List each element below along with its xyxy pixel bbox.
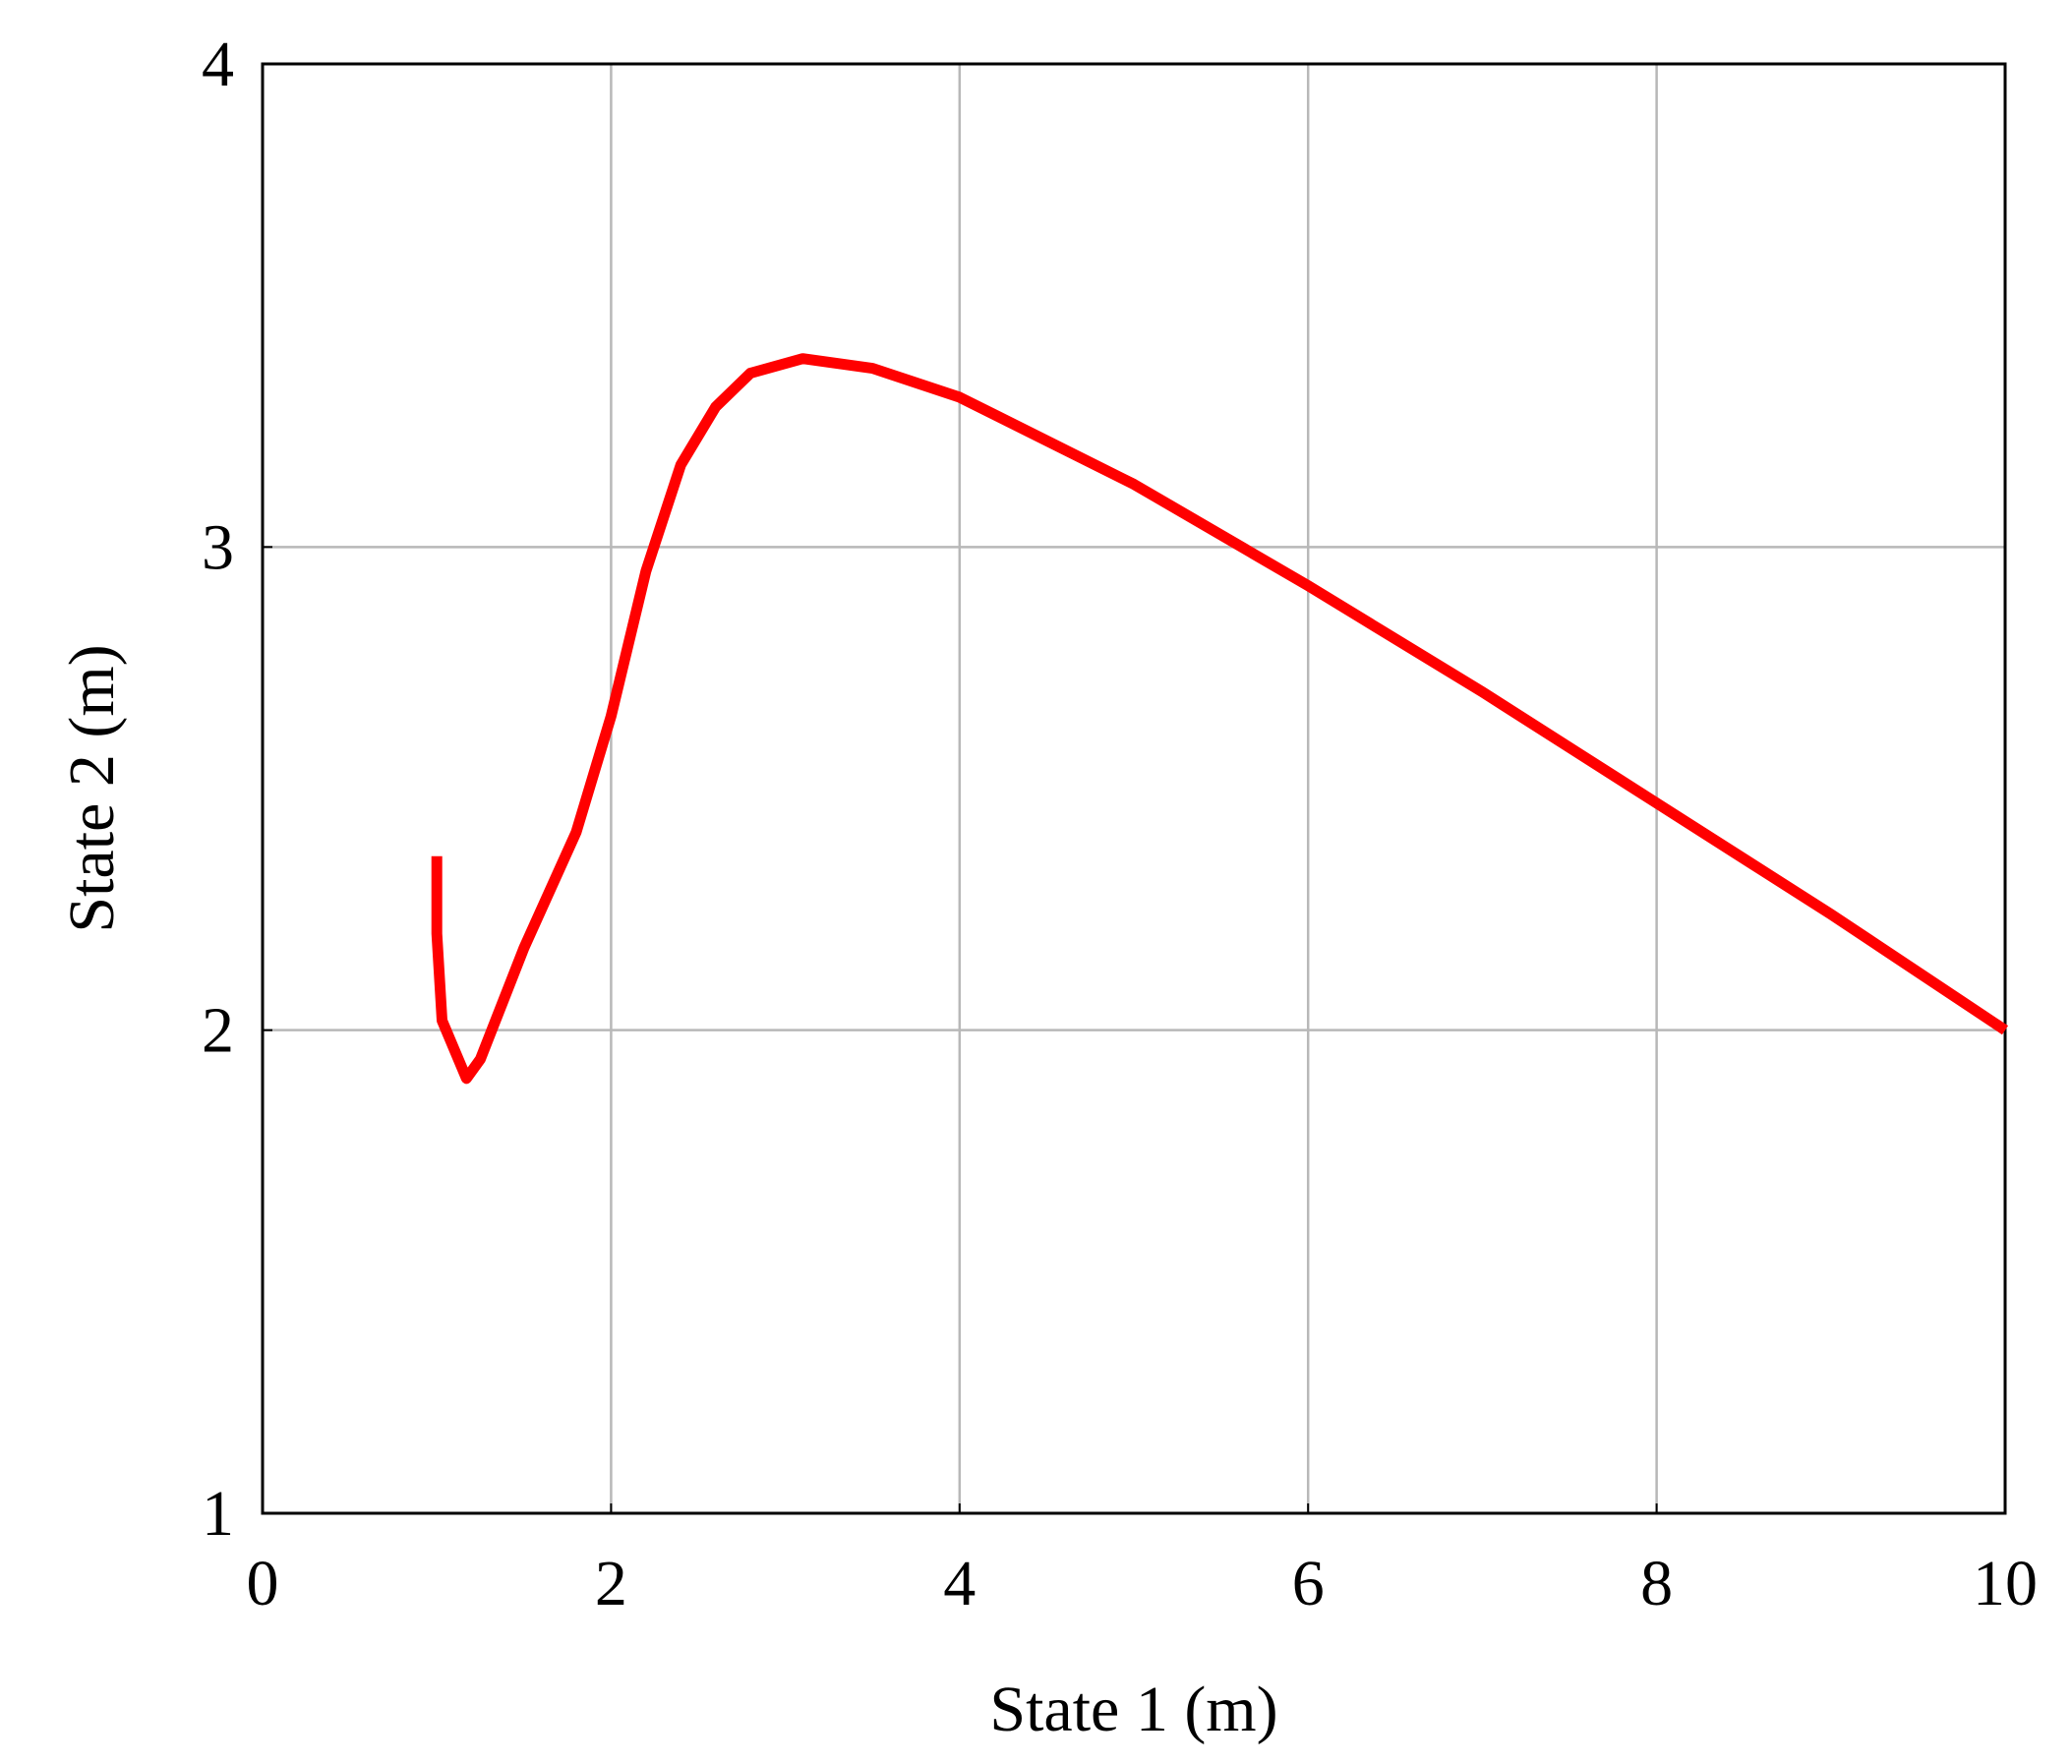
x-tick-label: 0 xyxy=(247,1548,279,1619)
x-tick-label: 8 xyxy=(1640,1548,1673,1619)
x-tick-label: 4 xyxy=(943,1548,976,1619)
x-axis-title: State 1 (m) xyxy=(989,1674,1277,1745)
y-axis-title: State 2 (m) xyxy=(56,644,128,932)
x-tick-label: 10 xyxy=(1973,1548,2038,1619)
plot-frame xyxy=(261,62,2007,1515)
data-line xyxy=(431,353,2009,1085)
x-tick-label: 2 xyxy=(595,1548,627,1619)
y-tick-label: 2 xyxy=(202,995,234,1067)
y-tick-label: 1 xyxy=(202,1478,234,1550)
x-tick-label: 6 xyxy=(1292,1548,1325,1619)
y-tick-label: 3 xyxy=(202,511,234,583)
y-tick-label: 4 xyxy=(202,29,234,100)
